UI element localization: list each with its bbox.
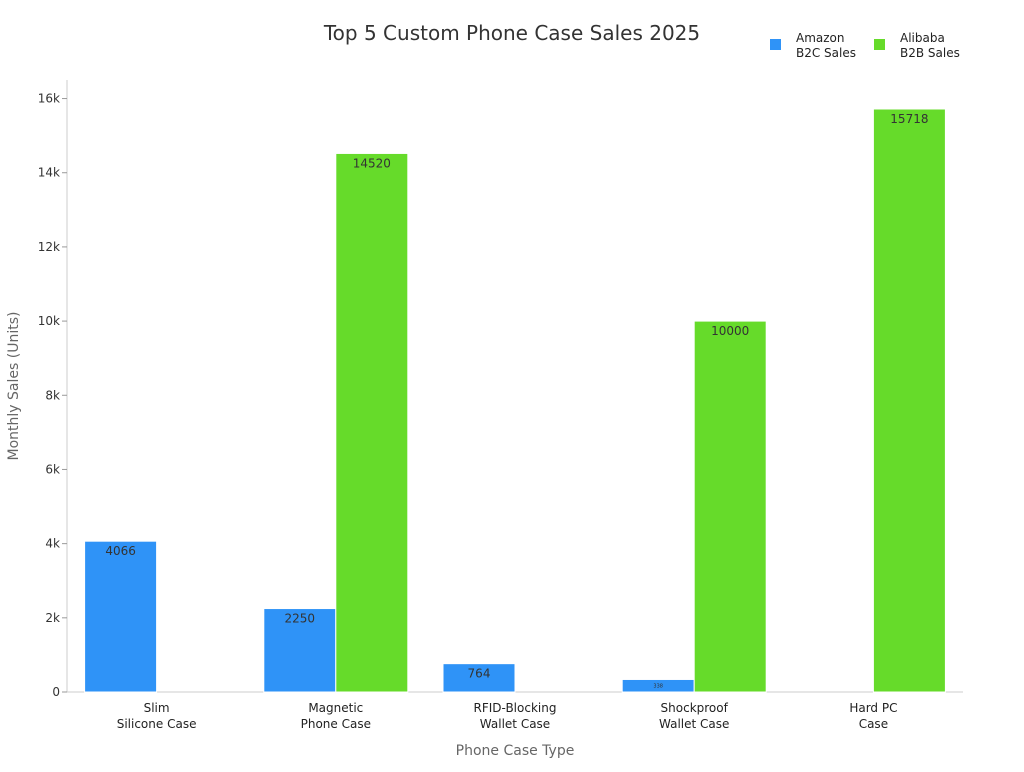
data-label: 14520 <box>353 156 391 170</box>
legend: Amazon B2C Sales Alibaba B2B Sales <box>770 31 960 60</box>
legend-swatch <box>874 39 885 50</box>
y-tick-label: 16k <box>38 92 60 106</box>
legend-label: Alibaba B2B Sales <box>900 31 960 60</box>
x-axis-title: Phone Case Type <box>456 743 575 759</box>
y-tick-label: 0 <box>52 685 60 699</box>
y-tick-label: 4k <box>45 537 60 551</box>
axes: 0 2k 4k 6k 8k 10k 12k 14k 16k Slim Silicone Case Ma… <box>38 80 963 731</box>
x-tick-label: RFID-Blocking Wallet Case <box>474 701 557 731</box>
bar[interactable] <box>263 608 337 693</box>
x-tick-label: Shockproof Wallet Case <box>659 701 729 731</box>
y-tick-label: 12k <box>38 240 60 254</box>
bar[interactable] <box>84 540 158 693</box>
bar[interactable] <box>442 663 516 693</box>
y-tick-label: 2k <box>45 611 60 625</box>
y-tick-label: 8k <box>45 388 60 402</box>
x-tick-label: Magnetic Phone Case <box>301 701 371 731</box>
bar[interactable] <box>693 320 767 693</box>
bars-group: 4066 2250 764 338 14520 10000 15718 <box>84 108 946 693</box>
y-axis-title: Monthly Sales (Units) <box>6 312 22 461</box>
data-label: 10000 <box>711 324 749 338</box>
x-tick-label: Slim Silicone Case <box>117 701 197 731</box>
x-tick-label: Hard PC Case <box>849 701 897 731</box>
data-label: 338 <box>653 683 663 689</box>
data-label: 15718 <box>890 112 928 126</box>
legend-label: Amazon B2C Sales <box>796 31 856 60</box>
y-tick-label: 10k <box>38 314 60 328</box>
data-label: 2250 <box>285 612 316 626</box>
bar[interactable] <box>872 108 946 693</box>
y-tick-label: 6k <box>45 462 60 476</box>
legend-swatch <box>770 39 781 50</box>
y-tick-label: 14k <box>38 166 60 180</box>
data-label: 4066 <box>105 544 136 558</box>
chart-title: Top 5 Custom Phone Case Sales 2025 <box>323 21 700 45</box>
bar[interactable] <box>335 152 409 693</box>
data-label: 764 <box>468 667 491 681</box>
